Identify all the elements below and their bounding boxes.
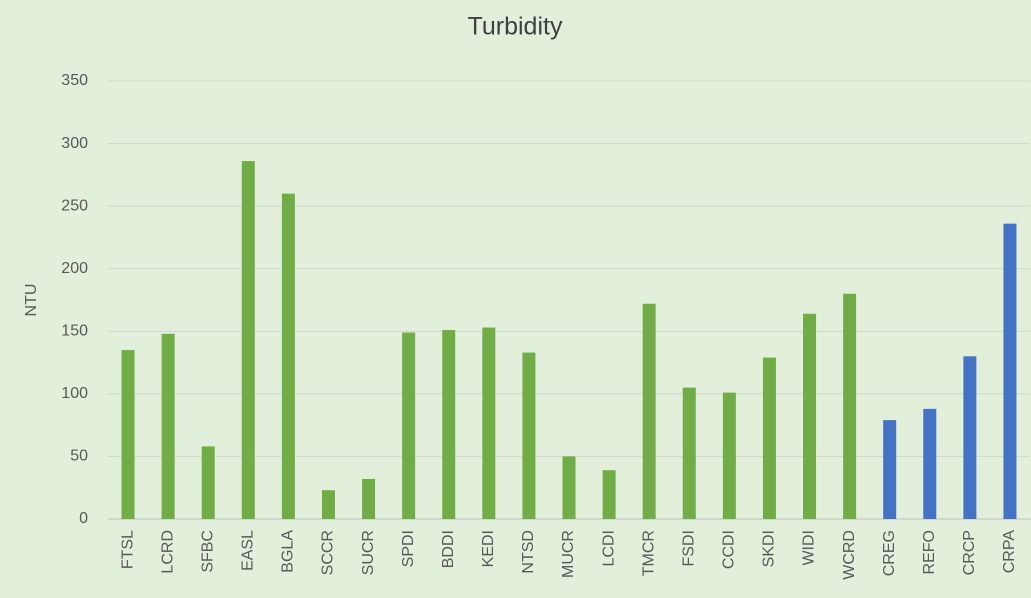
x-tick-label: WCRD	[841, 530, 858, 580]
x-tick-label: NTSD	[520, 530, 537, 574]
bar	[722, 392, 736, 519]
y-tick-label: 50	[70, 448, 88, 465]
bar	[642, 303, 656, 519]
x-tick-label: FTSL	[119, 530, 136, 569]
y-tick-label: 200	[61, 260, 88, 277]
x-tick-label: SKDI	[761, 530, 778, 567]
x-tick-label: REFO	[921, 530, 938, 574]
y-tick-label: 250	[61, 197, 88, 214]
x-tick-label: CRCP	[961, 530, 978, 575]
x-tick-label: LCDI	[600, 530, 617, 566]
bar	[843, 293, 857, 519]
bar	[562, 456, 576, 519]
bar	[803, 313, 817, 519]
x-tick-label: BDDI	[440, 530, 457, 568]
bar	[923, 408, 937, 519]
x-tick-label: BGLA	[280, 530, 297, 573]
bar	[762, 357, 776, 519]
y-tick-label: 150	[61, 323, 88, 340]
bar	[241, 161, 255, 519]
y-axis-label: NTU	[23, 284, 40, 317]
bar	[602, 470, 616, 519]
x-tick-label: CREG	[881, 530, 898, 576]
bar	[402, 332, 416, 519]
chart-title: Turbidity	[468, 13, 563, 41]
y-tick-label: 350	[61, 72, 88, 89]
x-tick-label: SFBC	[199, 530, 216, 573]
x-tick-label: LCRD	[159, 530, 176, 574]
y-tick-label: 300	[61, 135, 88, 152]
bar	[201, 446, 215, 519]
bar	[883, 420, 897, 519]
bar	[121, 350, 135, 519]
x-tick-label: MUCR	[560, 530, 577, 578]
x-tick-label: SUCR	[360, 530, 377, 575]
x-tick-label: KEDI	[480, 530, 497, 567]
bar	[161, 333, 175, 519]
bar	[682, 387, 696, 519]
bar	[321, 490, 335, 519]
bar	[482, 327, 496, 519]
x-tick-label: CCDI	[721, 530, 738, 569]
bar	[522, 352, 536, 519]
x-tick-label: WIDI	[801, 530, 818, 566]
bar	[281, 193, 295, 519]
bar	[442, 330, 456, 519]
x-tick-label: EASL	[240, 530, 257, 571]
bar	[963, 356, 977, 519]
x-tick-label: TMCR	[640, 530, 657, 576]
x-tick-label: CRPA	[1001, 530, 1018, 574]
bar	[1003, 223, 1017, 520]
y-tick-label: 100	[61, 385, 88, 402]
y-tick-label: 0	[79, 510, 88, 527]
x-tick-label: SCCR	[320, 530, 337, 575]
bar	[362, 478, 376, 519]
x-tick-label: FSDI	[680, 530, 697, 566]
x-tick-label: SPDI	[400, 530, 417, 567]
